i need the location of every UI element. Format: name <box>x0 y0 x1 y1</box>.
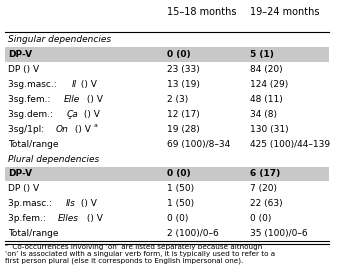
Text: a: a <box>94 123 98 128</box>
Text: 69 (100)/8–34: 69 (100)/8–34 <box>167 140 230 149</box>
Text: 0 (0): 0 (0) <box>167 214 188 223</box>
Text: () V: () V <box>84 214 103 223</box>
Text: 2 (100)/0–6: 2 (100)/0–6 <box>167 229 219 238</box>
Text: ᵃ  Co-occurrences involving ‘on’ are listed separately because although
‘on’ is : ᵃ Co-occurrences involving ‘on’ are list… <box>5 244 275 264</box>
Text: 3sg.dem.:: 3sg.dem.: <box>8 110 56 119</box>
Text: 7 (20): 7 (20) <box>250 184 277 193</box>
Text: DP () V: DP () V <box>8 65 39 74</box>
Text: DP-V: DP-V <box>8 169 32 178</box>
Text: Elle: Elle <box>64 95 80 104</box>
Text: 84 (20): 84 (20) <box>250 65 282 74</box>
Text: Total/range: Total/range <box>8 140 59 149</box>
Text: () V: () V <box>81 110 100 119</box>
Text: 1 (50): 1 (50) <box>167 184 194 193</box>
FancyBboxPatch shape <box>5 47 329 62</box>
Text: 3p.masc.:: 3p.masc.: <box>8 199 55 208</box>
Text: Plural dependencies: Plural dependencies <box>8 155 99 164</box>
Text: 0 (0): 0 (0) <box>167 169 191 178</box>
Text: 12 (17): 12 (17) <box>167 110 200 119</box>
Text: 5 (1): 5 (1) <box>250 50 274 59</box>
Text: 48 (11): 48 (11) <box>250 95 283 104</box>
Text: DP () V: DP () V <box>8 184 39 193</box>
Text: 35 (100)/0–6: 35 (100)/0–6 <box>250 229 307 238</box>
Text: Ça: Ça <box>67 110 79 119</box>
Text: () V: () V <box>78 199 97 208</box>
Text: 3sg.masc.:: 3sg.masc.: <box>8 80 60 89</box>
Text: 124 (29): 124 (29) <box>250 80 288 89</box>
Text: 130 (31): 130 (31) <box>250 125 288 134</box>
Text: 19–24 months: 19–24 months <box>250 7 319 17</box>
Text: Singular dependencies: Singular dependencies <box>8 35 111 44</box>
Text: DP-V: DP-V <box>8 50 32 59</box>
Text: Total/range: Total/range <box>8 229 59 238</box>
Text: () V: () V <box>72 125 91 134</box>
Text: On: On <box>56 125 69 134</box>
Text: 2 (3): 2 (3) <box>167 95 188 104</box>
Text: Elles: Elles <box>58 214 79 223</box>
FancyBboxPatch shape <box>5 167 329 181</box>
Text: 3sg/1pl:: 3sg/1pl: <box>8 125 47 134</box>
Text: 1 (50): 1 (50) <box>167 199 194 208</box>
Text: () V: () V <box>78 80 97 89</box>
Text: 0 (0): 0 (0) <box>250 214 271 223</box>
Text: 22 (63): 22 (63) <box>250 199 282 208</box>
Text: 19 (28): 19 (28) <box>167 125 200 134</box>
Text: 13 (19): 13 (19) <box>167 80 200 89</box>
Text: 6 (17): 6 (17) <box>250 169 280 178</box>
Text: 23 (33): 23 (33) <box>167 65 200 74</box>
Text: 3sg.fem.:: 3sg.fem.: <box>8 95 53 104</box>
Text: 3p.fem.:: 3p.fem.: <box>8 214 49 223</box>
Text: () V: () V <box>84 95 103 104</box>
Text: 425 (100)/44–139: 425 (100)/44–139 <box>250 140 330 149</box>
Text: Il: Il <box>71 80 77 89</box>
Text: 15–18 months: 15–18 months <box>167 7 237 17</box>
Text: Ils: Ils <box>66 199 76 208</box>
Text: 34 (8): 34 (8) <box>250 110 277 119</box>
Text: 0 (0): 0 (0) <box>167 50 191 59</box>
